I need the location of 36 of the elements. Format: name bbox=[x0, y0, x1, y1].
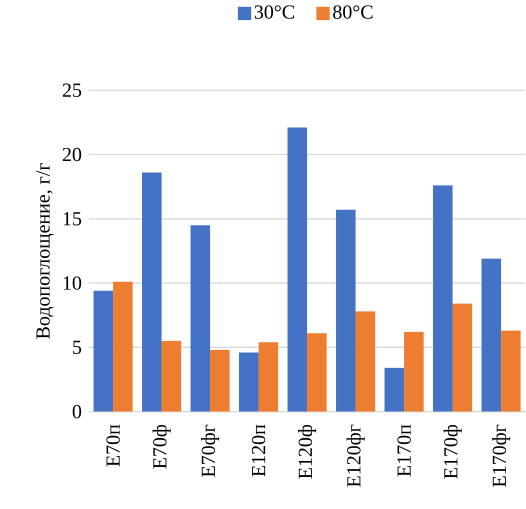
x-tick-label: Е170ф bbox=[444, 424, 462, 478]
bar bbox=[307, 332, 327, 412]
legend-label: 80°C bbox=[333, 5, 373, 19]
bar bbox=[501, 330, 521, 412]
x-tick-label: Е120фг bbox=[346, 424, 365, 487]
bar bbox=[356, 311, 376, 412]
x-tick-label: Е70п bbox=[106, 424, 120, 466]
y-axis-title: Водопоглощение, г/г bbox=[36, 162, 54, 339]
y-tick-label: 20 bbox=[62, 148, 82, 162]
bar bbox=[94, 290, 114, 412]
bar bbox=[404, 332, 424, 412]
bar bbox=[113, 282, 133, 412]
x-tick-label: Е120п bbox=[252, 424, 266, 476]
bar bbox=[190, 225, 210, 412]
bar bbox=[162, 340, 182, 412]
bar bbox=[258, 342, 278, 412]
bar bbox=[384, 368, 404, 412]
bar bbox=[239, 352, 259, 412]
bar bbox=[336, 210, 356, 412]
x-tick-label: Е120ф bbox=[298, 424, 316, 478]
legend-label: 30°C bbox=[254, 5, 294, 19]
x-tick-label: Е170фг bbox=[492, 424, 510, 487]
x-tick-label: Е70фг bbox=[201, 424, 220, 477]
x-tick-label: Е170п bbox=[397, 424, 411, 476]
bar bbox=[452, 303, 472, 412]
bar bbox=[482, 258, 502, 412]
bar bbox=[433, 185, 453, 412]
y-tick-label: 15 bbox=[64, 212, 82, 226]
y-tick-label: 5 bbox=[73, 340, 82, 354]
bar bbox=[210, 350, 230, 412]
y-tick-label: 10 bbox=[64, 276, 82, 290]
y-tick-label: 0 bbox=[72, 404, 82, 418]
bar bbox=[288, 127, 308, 412]
bar bbox=[142, 172, 162, 412]
y-tick-label: 25 bbox=[62, 83, 82, 97]
x-tick-label: Е70ф bbox=[152, 424, 171, 469]
